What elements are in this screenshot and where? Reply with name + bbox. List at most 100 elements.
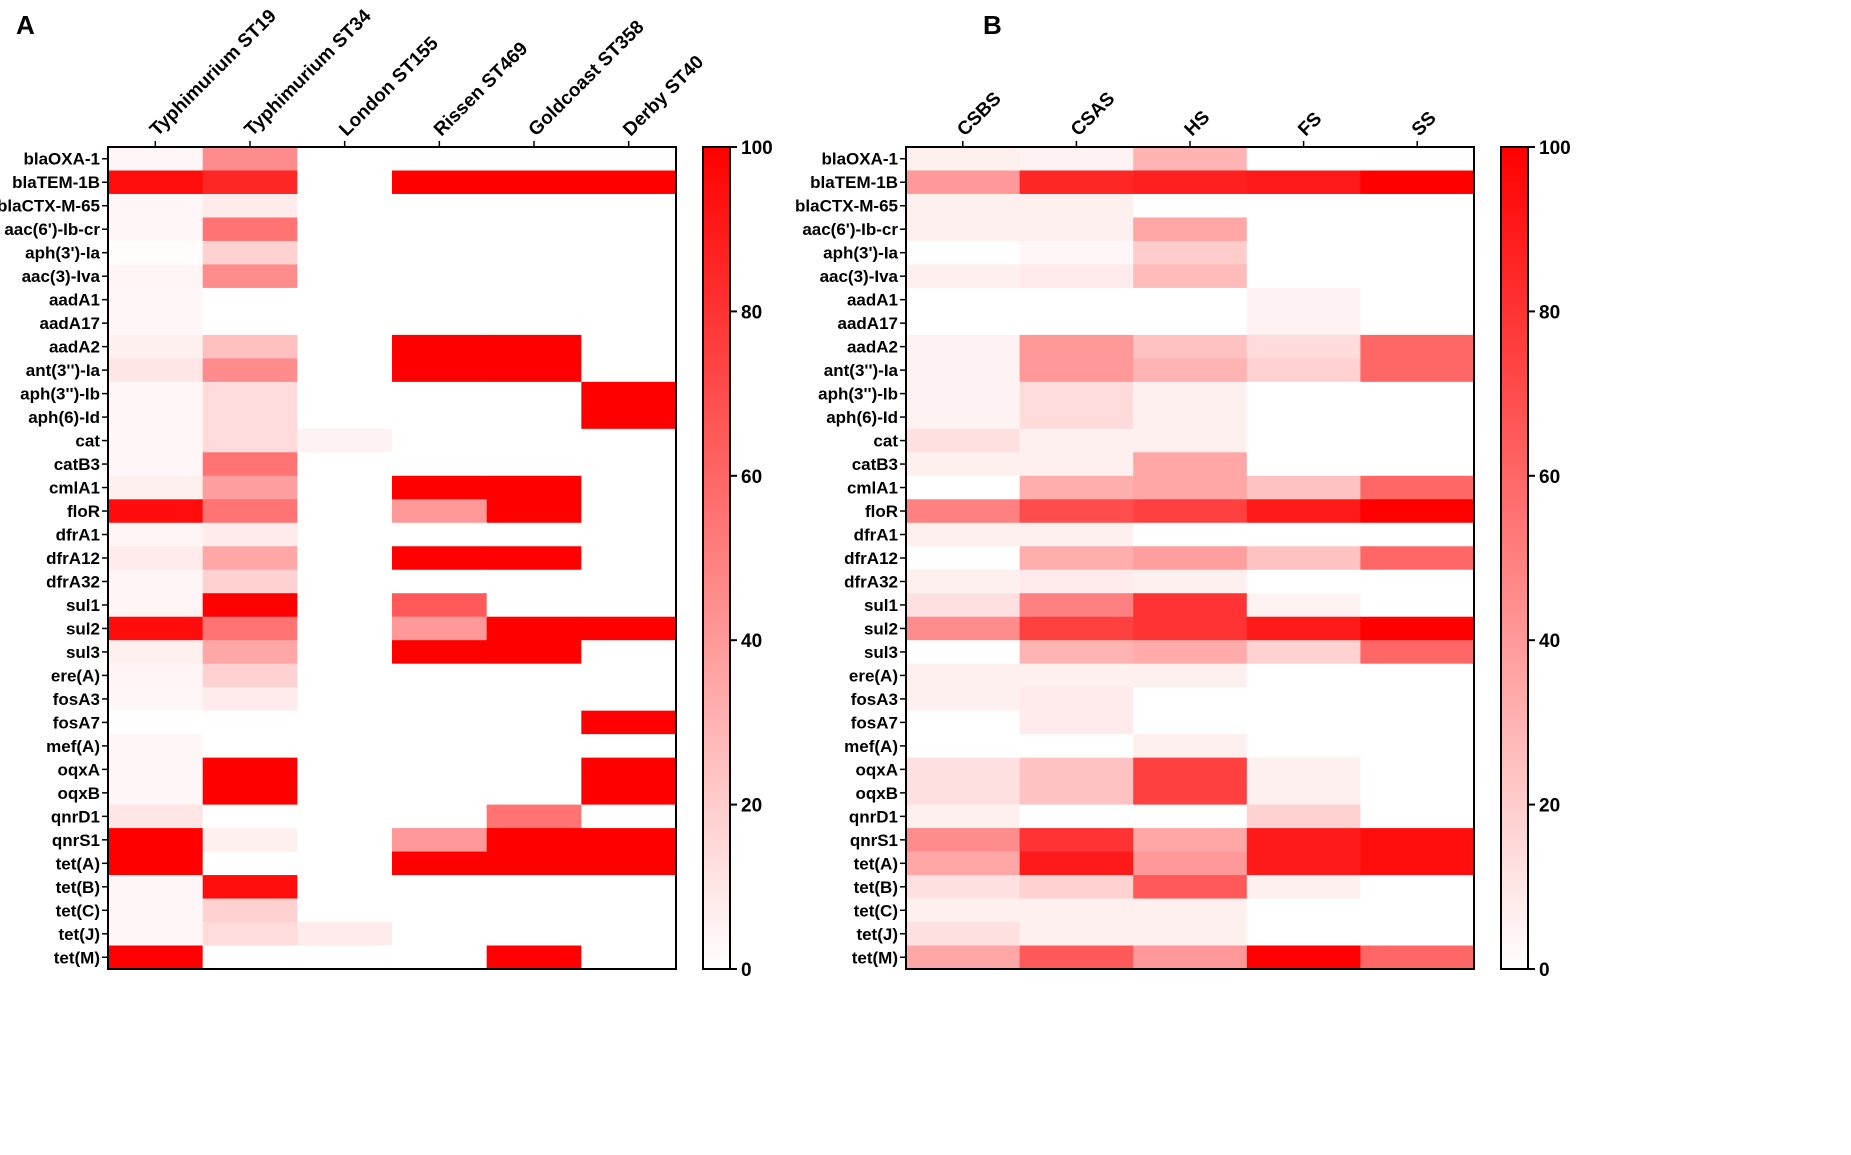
panel-a-cell — [297, 922, 393, 947]
panel-b-cell — [1133, 381, 1248, 406]
panel-b-cell — [1019, 264, 1134, 289]
panel-a-cell — [581, 428, 677, 453]
panel-b-row-label: aph(3'')-Ib — [818, 385, 898, 404]
panel-a-cell — [202, 193, 298, 219]
panel-a-cell — [297, 875, 393, 900]
panel-a-col-label: Rissen ST469 — [430, 38, 532, 140]
panel-b-row-label: qnrD1 — [849, 807, 898, 826]
panel-b-cell — [1360, 781, 1475, 806]
panel-a-cell — [202, 851, 298, 876]
panel-a-cell — [297, 170, 393, 195]
panel-a-cell — [486, 264, 582, 289]
panel-a-cell — [202, 640, 298, 665]
panel-a-cell — [108, 569, 204, 594]
panel-a-cell — [108, 311, 204, 336]
panel-b-cell — [1019, 687, 1134, 712]
panel-a-cell — [297, 405, 393, 430]
panel-b-row-label: aadA2 — [847, 338, 898, 357]
panel-b-cell — [1246, 452, 1361, 477]
panel-a-cell — [392, 569, 488, 594]
panel-a-row-label: tet(B) — [56, 878, 100, 897]
panel-a-row-label: floR — [67, 502, 100, 521]
panel-b-row-label: floR — [865, 502, 898, 521]
panel-a-cell — [202, 898, 298, 923]
panel-b-cell — [906, 358, 1021, 383]
panel-a-cell — [108, 851, 204, 876]
panel-a-cell — [297, 358, 393, 383]
panel-a-cell — [108, 475, 204, 500]
panel-a-cell — [486, 452, 582, 477]
panel-b-row-label: tet(C) — [854, 901, 898, 920]
panel-a-cell — [108, 499, 204, 524]
panel-a-cell — [108, 898, 204, 923]
panel-b-row-label: sul2 — [864, 619, 898, 638]
panel-a-row-label: sul3 — [66, 643, 100, 662]
panel-b-cell — [906, 757, 1021, 782]
panel-b-cell — [906, 945, 1021, 970]
panel-b-cell — [1246, 687, 1361, 712]
panel-a-row-label: blaTEM-1B — [12, 173, 100, 192]
panel-b-cell — [1133, 240, 1248, 266]
panel-a-cell — [486, 428, 582, 453]
panel-b-cell — [1246, 804, 1361, 829]
panel-b-cell — [1019, 287, 1134, 312]
panel-b-row-label: fosA7 — [851, 713, 898, 732]
panel-a-cell — [202, 499, 298, 524]
panel-a-cell — [392, 217, 488, 242]
panel-b-row-label: dfrA32 — [844, 572, 898, 591]
panel-b-row-label: aac(3)-Iva — [820, 267, 899, 286]
panel-a-row-label: fosA3 — [53, 690, 100, 709]
panel-b-row-label: qnrS1 — [850, 831, 898, 850]
panel-b-cell — [1246, 240, 1361, 266]
panel-a-cell — [297, 522, 393, 547]
panel-b-row-label: sul1 — [864, 596, 898, 615]
panel-a-cell — [581, 781, 677, 806]
panel-b-row-label: aph(6)-Id — [826, 408, 898, 427]
panel-b-cell — [1019, 452, 1134, 477]
panel-b-row-label: mef(A) — [844, 737, 898, 756]
panel-a-cell — [202, 616, 298, 641]
panel-a-cell — [202, 147, 298, 172]
panel-b-letter: B — [983, 10, 1002, 40]
panel-a-cell — [581, 452, 677, 477]
panel-a-cell — [486, 875, 582, 900]
panel-a-row-label: aadA1 — [49, 291, 100, 310]
panel-b-cell — [1360, 616, 1475, 641]
panel-b-cell — [1246, 663, 1361, 688]
panel-a-cell — [581, 546, 677, 571]
panel-b-cell — [1133, 875, 1248, 900]
panel-b-cell — [1246, 264, 1361, 289]
panel-a-cell — [202, 710, 298, 735]
panel-a-cell — [297, 781, 393, 806]
panel-b-cell — [1360, 945, 1475, 970]
panel-a-row-label: aph(3'')-Ib — [20, 385, 100, 404]
panel-b-cell — [1360, 334, 1475, 359]
panel-b-row-label: oqxA — [856, 760, 899, 779]
panel-a-cell — [392, 851, 488, 876]
panel-b-row-label: aph(3')-Ia — [823, 244, 898, 263]
panel-b-cell — [906, 170, 1021, 195]
panel-b-cell — [1360, 640, 1475, 665]
panel-b-cell — [1019, 710, 1134, 735]
panel-a-row-label: ant(3'')-Ia — [26, 361, 101, 380]
panel-a-row-label: oqxB — [58, 784, 101, 803]
panel-a-cell — [202, 875, 298, 900]
panel-a-colorbar-label: 20 — [741, 796, 762, 817]
panel-a-cell — [297, 593, 393, 618]
panel-a-cell — [486, 147, 582, 172]
panel-b-cell — [906, 499, 1021, 524]
panel-b-cell — [1246, 828, 1361, 853]
panel-b-cell — [1019, 875, 1134, 900]
panel-b-cell — [1133, 147, 1248, 172]
panel-a-cell — [202, 475, 298, 500]
panel-a-cell — [392, 405, 488, 430]
panel-b-cell — [906, 334, 1021, 359]
panel-b-cell — [1360, 898, 1475, 923]
panel-a-row-label: cat — [75, 432, 100, 451]
panel-b-cell — [1133, 922, 1248, 947]
panel-b-cell — [1246, 522, 1361, 547]
panel-a-cell — [486, 287, 582, 312]
panel-a-cell — [202, 757, 298, 782]
panel-a-cell — [392, 898, 488, 923]
panel-b-cell — [1019, 405, 1134, 430]
